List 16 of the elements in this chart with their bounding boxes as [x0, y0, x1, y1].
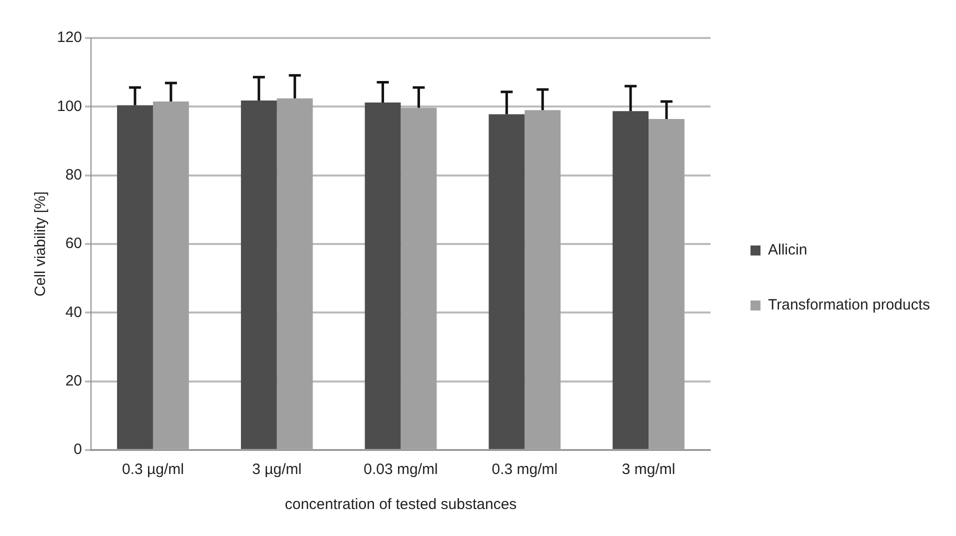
- y-tick-label: 0: [74, 441, 82, 458]
- x-tick-label: 0.03 mg/ml: [364, 461, 438, 478]
- x-tick-label: 3 mg/ml: [622, 461, 676, 478]
- legend-label: Allicin: [768, 242, 808, 259]
- x-axis-title: concentration of tested substances: [284, 496, 517, 514]
- y-tick-label: 80: [65, 166, 82, 184]
- y-tick-label: 40: [65, 304, 82, 321]
- x-tick-label: 3 µg/ml: [252, 461, 302, 478]
- y-tick-label: 100: [56, 98, 82, 115]
- y-axis-title: Cell viability [%]: [32, 191, 50, 297]
- y-tick-label: 60: [65, 235, 82, 252]
- y-tick-label: 20: [65, 372, 82, 390]
- x-tick-label: 0.3 mg/ml: [492, 461, 558, 478]
- legend-label: Transformation products: [768, 296, 930, 314]
- y-tick-label: 120: [56, 29, 82, 46]
- x-tick-label: 0.3 µg/ml: [122, 461, 184, 478]
